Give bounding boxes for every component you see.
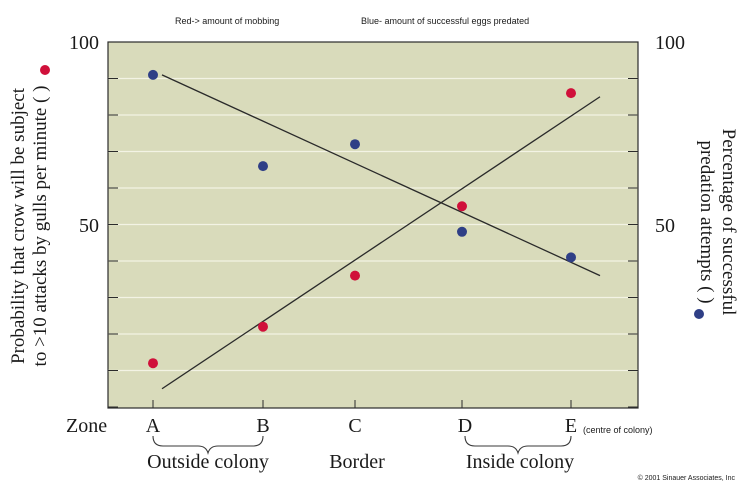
predation-point-a bbox=[148, 69, 158, 80]
zone-a: A bbox=[146, 415, 161, 437]
copyright: © 2001 Sinauer Associates, Inc bbox=[638, 474, 736, 482]
right-axis-label: Percentage of successful predation attem… bbox=[696, 129, 739, 316]
data-marks bbox=[148, 69, 601, 390]
left-tick-50: 50 bbox=[79, 215, 99, 237]
left-axis-label: Probability that crow will be subject to… bbox=[8, 86, 51, 367]
axis-ticks bbox=[108, 41, 638, 408]
brace-outside-colony bbox=[152, 435, 264, 455]
left-axis-label-line1: Probability that crow will be subject bbox=[8, 87, 29, 364]
right-axis-label-line2: predation attempts ( ) bbox=[696, 140, 717, 303]
mobbing-point-b bbox=[258, 321, 268, 332]
zone-c: C bbox=[348, 415, 361, 437]
mobbing-point-c bbox=[350, 270, 360, 281]
right-axis-label-text: predation attempts ( bbox=[696, 140, 717, 292]
predation-point-e bbox=[566, 252, 576, 263]
zone-label: Zone bbox=[66, 415, 107, 437]
left-legend-dot bbox=[40, 65, 50, 75]
zone-b: B bbox=[256, 415, 269, 437]
zone-e: E bbox=[565, 415, 577, 437]
left-axis-label-line2: to >10 attacks by gulls per minute ( ) bbox=[30, 86, 51, 367]
right-legend-dot bbox=[694, 309, 704, 319]
right-axis-label-close: ) bbox=[696, 297, 717, 303]
group-outside-colony: Outside colony bbox=[147, 451, 269, 473]
predation-point-d bbox=[457, 226, 467, 237]
predation-point-c bbox=[350, 139, 360, 150]
mobbing-point-e bbox=[566, 88, 576, 99]
right-tick-50: 50 bbox=[655, 215, 675, 237]
left-axis-label-close: ) bbox=[30, 86, 51, 92]
gridlines bbox=[108, 77, 638, 372]
right-axis-label-line1: Percentage of successful bbox=[718, 129, 739, 316]
group-inside-colony: Inside colony bbox=[466, 451, 574, 473]
mobbing-trend-line bbox=[161, 96, 601, 390]
mobbing-point-d bbox=[457, 201, 467, 212]
mobbing-point-a bbox=[148, 358, 158, 369]
brace-inside-colony bbox=[464, 435, 572, 455]
zone-e-note: (centre of colony) bbox=[583, 425, 653, 435]
predation-point-b bbox=[258, 161, 268, 172]
group-border: Border bbox=[329, 451, 385, 473]
note-blue: Blue- amount of successful eggs predated bbox=[361, 16, 529, 26]
predation-trend-line bbox=[161, 74, 601, 277]
left-tick-100: 100 bbox=[69, 32, 99, 54]
note-red: Red-> amount of mobbing bbox=[175, 16, 279, 26]
right-tick-100: 100 bbox=[655, 32, 685, 54]
zone-d: D bbox=[458, 415, 472, 437]
left-axis-label-text: to >10 attacks by gulls per minute ( bbox=[30, 97, 51, 367]
